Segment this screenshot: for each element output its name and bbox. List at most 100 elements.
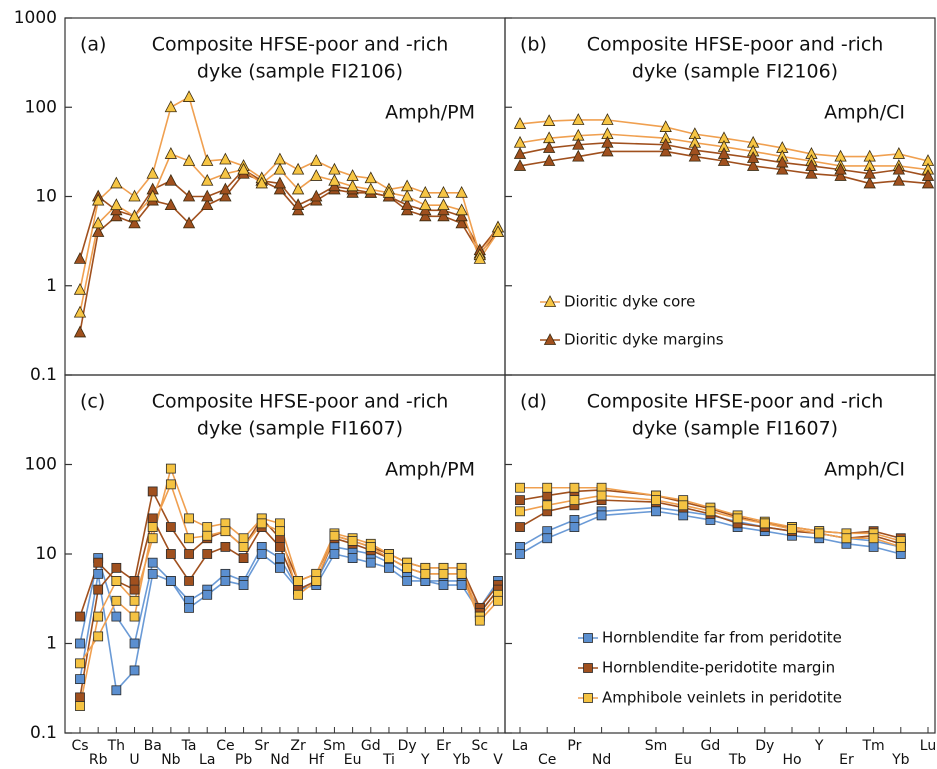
series-segment [170,484,190,539]
x-tick-label: Ba [144,738,162,754]
marker [146,166,159,179]
series-segment [97,580,118,617]
marker [384,562,394,573]
marker [147,533,158,544]
panel-label: (c) [80,391,105,413]
marker [291,162,305,175]
marker [569,495,580,506]
marker [329,549,340,559]
marker [493,595,503,606]
marker [165,549,176,559]
marker [437,185,450,198]
x-tick-label: Gd [701,738,721,754]
marker [364,182,377,195]
marker [572,113,585,125]
marker [400,179,414,192]
marker [382,185,396,198]
series-segment [607,119,666,128]
marker [219,182,232,195]
marker [164,147,178,159]
marker [128,189,141,202]
series-segment [694,155,725,162]
marker [165,479,176,490]
marker [111,611,122,622]
marker [129,665,140,676]
marker [310,189,323,202]
x-tick-label: La [512,738,528,754]
series-segment [601,510,657,517]
marker [111,562,122,573]
series-segment [665,143,696,152]
marker [273,162,287,175]
marker [310,154,323,166]
series-segment [460,222,481,254]
y-tick-label: 0.1 [30,723,57,743]
marker [542,482,553,493]
series-segment [811,160,841,167]
marker [759,518,770,529]
annotation: Amph/PM [385,102,475,124]
x-tick-label: La [199,752,215,768]
marker [128,216,141,229]
marker [128,209,141,222]
series-segment [519,137,550,144]
x-tick-label: Tm [861,738,884,754]
marker [255,176,268,189]
x-tick-label: Eu [674,752,692,768]
chart-title: Composite HFSE-poor and -rich [587,391,884,413]
marker [164,198,178,211]
marker [93,568,104,579]
marker [220,542,231,552]
marker [365,557,376,568]
marker [678,500,689,511]
marker [402,562,413,573]
series-segment [578,150,608,158]
marker [542,154,556,166]
x-tick-label: Nb [161,752,180,768]
marker [542,114,556,126]
series-segment [79,196,99,260]
marker [841,533,852,544]
marker [291,182,305,195]
marker [202,530,213,541]
x-tick-label: Rb [89,752,108,768]
series-segment [133,491,154,582]
marker [601,144,614,157]
series-segment [665,150,695,158]
marker [110,198,123,211]
series-segment [782,168,812,175]
series-segment [840,175,870,185]
marker [110,209,123,222]
marker [455,209,468,222]
series-segment [549,143,579,149]
x-tick-label: U [129,752,139,768]
marker [75,701,85,711]
marker [746,151,760,163]
marker [293,589,303,600]
marker [513,159,527,171]
marker [73,282,87,295]
marker [202,522,213,532]
x-tick-label: Sc [472,738,489,754]
series-segment [170,468,190,519]
marker [347,553,358,563]
chart-title: Composite HFSE-poor and -rich [587,34,884,56]
annotation: Amph/PM [385,459,475,481]
marker [93,611,104,622]
series-segment [723,153,754,159]
marker [329,530,340,541]
series-segment [519,120,550,125]
marker [238,580,249,590]
marker [513,117,527,129]
marker [400,198,414,211]
marker [219,152,232,165]
x-tick-label: Ce [216,738,234,754]
marker [863,176,876,189]
marker [892,147,906,159]
marker [110,176,123,189]
marker [275,526,285,537]
y-tick-label: 1 [46,634,57,654]
panel-label: (b) [520,34,547,56]
x-tick-label: Cs [71,738,88,754]
series-segment [607,133,666,139]
